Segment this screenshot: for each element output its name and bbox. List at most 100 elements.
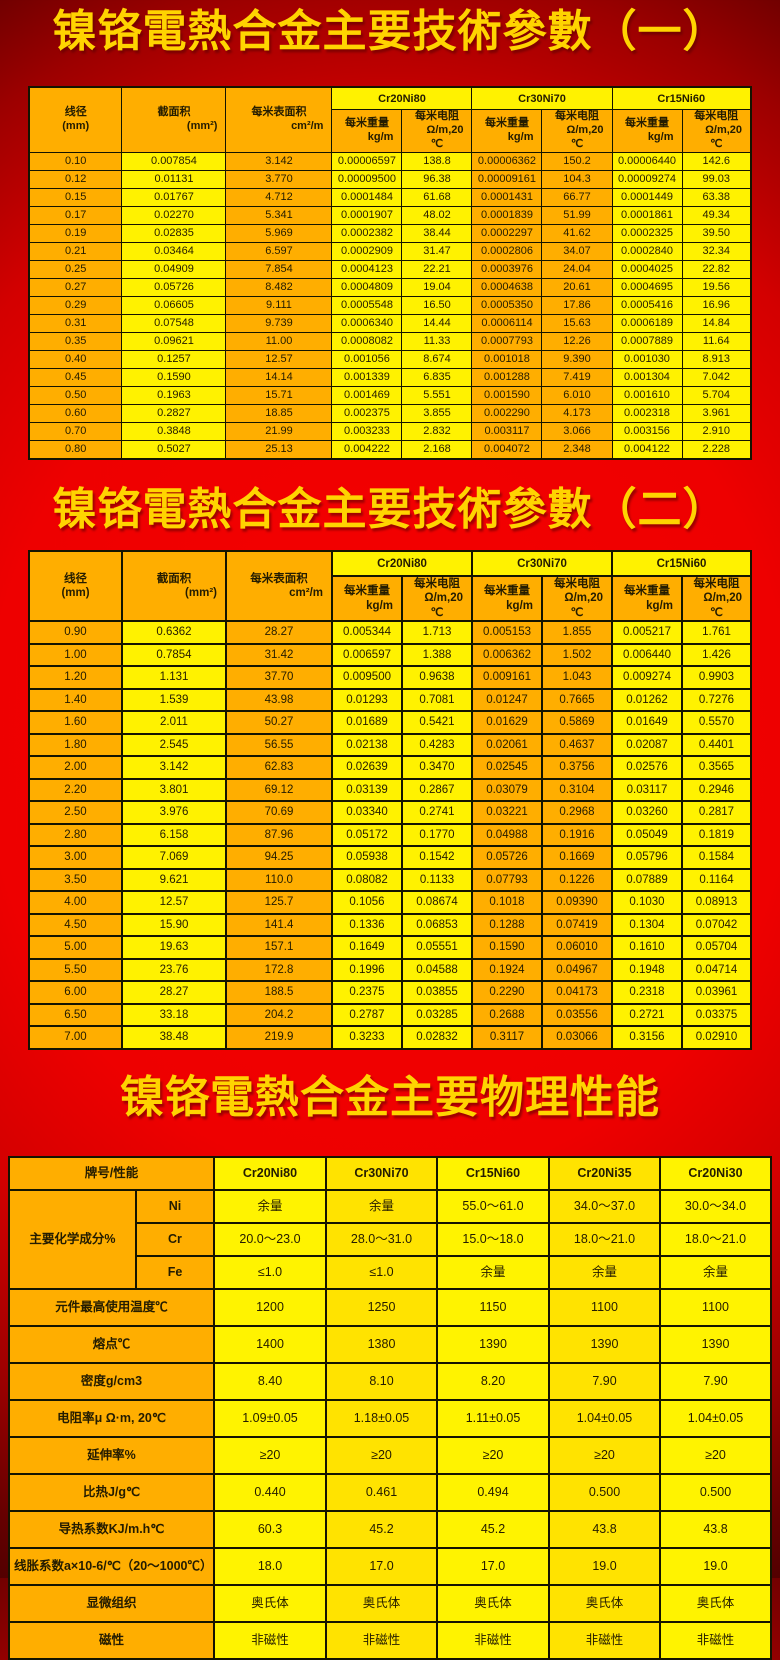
cr30ni70-resistance-cell: 0.1916 xyxy=(541,822,613,848)
cr15ni60-weight-cell: 0.0006189 xyxy=(611,313,683,333)
cr20ni80-weight-cell: 0.0002909 xyxy=(331,241,403,261)
phys-header-row: 牌号/性能 Cr20Ni80 Cr30Ni70 Cr15Ni60 Cr20Ni3… xyxy=(7,1156,772,1192)
diameter-cell: 6.00 xyxy=(28,980,123,1005)
header-weight-label: 每米重量 xyxy=(625,117,669,130)
phys-value-cell: 非磁性 xyxy=(659,1621,772,1660)
surface-cell: 7.854 xyxy=(225,259,333,279)
table-row: 1.00 0.7854 31.42 0.006597 1.388 0.006362 1.50… xyxy=(28,642,752,668)
header-resistance-unit2: ℃ xyxy=(710,137,723,150)
cross-section-cell: 15.90 xyxy=(121,912,227,938)
diameter-cell: 1.80 xyxy=(28,732,123,758)
table-row: 0.15 0.01767 4.712 0.0001484 61.68 0.0001431 6… xyxy=(28,187,752,207)
table-row: 0.27 0.05726 8.482 0.0004809 19.04 0.0004638 2… xyxy=(28,277,752,297)
cr20ni80-resistance-cell: 22.21 xyxy=(401,259,473,279)
phys-value-cell: 1100 xyxy=(659,1288,772,1328)
cr30ni70-weight-cell: 0.02545 xyxy=(471,755,543,780)
diameter-cell: 0.17 xyxy=(28,205,123,225)
header-resistance: 每米电阻 Ω/m,20 ℃ xyxy=(401,575,473,623)
cross-section-cell: 3.801 xyxy=(121,777,227,803)
table-row: 0.40 0.1257 12.57 0.001056 8.674 0.001018 9.39… xyxy=(28,349,752,369)
poster-page: 镍铬電熱合金主要技術參數（一） 线径 (mm) 截面积 (mm²) 每米表面积 cm²… xyxy=(7,6,772,1660)
chem-element-label: Ni xyxy=(134,1189,216,1225)
property-label: 元件最高使用温度℃ xyxy=(7,1288,216,1328)
phys-value-cell: 非磁性 xyxy=(548,1621,661,1660)
cr15ni60-resistance-cell: 2.910 xyxy=(681,421,752,441)
table-row: 0.19 0.02835 5.969 0.0002382 38.44 0.0002297 4… xyxy=(28,223,752,243)
diameter-cell: 0.12 xyxy=(28,169,123,189)
cr15ni60-weight-cell: 0.005217 xyxy=(611,620,683,645)
surface-cell: 9.739 xyxy=(225,313,333,333)
cr30ni70-weight-cell: 0.04988 xyxy=(471,822,543,848)
table-row: 0.70 0.3848 21.99 0.003233 2.832 0.003117 3.06… xyxy=(28,421,752,441)
header-weight: 每米重量 kg/m xyxy=(331,109,403,153)
phys-value-cell: 18.0～21.0 xyxy=(659,1222,772,1258)
phys-value-cell: 60.3 xyxy=(213,1510,327,1550)
phys-value-cell: 0.494 xyxy=(436,1473,550,1513)
cr15ni60-resistance-cell: 11.64 xyxy=(681,331,752,351)
cr20ni80-resistance-cell: 0.05551 xyxy=(401,935,473,960)
phys-value-cell: 43.8 xyxy=(659,1510,772,1550)
cr15ni60-resistance-cell: 0.03961 xyxy=(681,980,752,1005)
cr30ni70-resistance-cell: 0.2968 xyxy=(541,800,613,825)
cr15ni60-weight-cell: 0.002318 xyxy=(611,403,683,423)
cross-section-cell: 0.6362 xyxy=(121,620,227,645)
cross-section-cell: 0.7854 xyxy=(121,642,227,668)
phys-value-cell: 43.8 xyxy=(548,1510,661,1550)
cr15ni60-weight-cell: 0.004122 xyxy=(611,439,683,460)
surface-cell: 125.7 xyxy=(225,890,333,915)
cr20ni80-weight-cell: 0.02639 xyxy=(331,755,403,780)
header-diameter: 线径 (mm) xyxy=(28,550,123,623)
section-title-params-1: 镍铬電熱合金主要技術參數（一） xyxy=(52,6,728,57)
cr15ni60-weight-cell: 0.0002325 xyxy=(611,223,683,243)
diameter-cell: 6.50 xyxy=(28,1002,123,1028)
cr20ni80-weight-cell: 0.0001907 xyxy=(331,205,403,225)
cr30ni70-weight-cell: 0.0005350 xyxy=(471,295,543,315)
cr20ni80-weight-cell: 0.05938 xyxy=(331,845,403,870)
header-diameter-unit: (mm) xyxy=(62,120,90,133)
phys-value-cell: 余量 xyxy=(325,1189,438,1225)
cr20ni80-resistance-cell: 0.04588 xyxy=(401,957,473,983)
phys-value-cell: 45.2 xyxy=(325,1510,438,1550)
cr30ni70-resistance-cell: 0.3104 xyxy=(541,777,613,803)
table-row: 6.00 28.27 188.5 0.2375 0.03855 0.2290 0.04173… xyxy=(28,980,752,1005)
cr20ni80-resistance-cell: 6.835 xyxy=(401,367,473,387)
table-row: 密度g/cm3 8.40 8.10 8.20 7.90 7.90 xyxy=(7,1362,772,1402)
header-weight-unit: kg/m xyxy=(367,131,394,144)
header-surface: 每米表面积 cm²/m xyxy=(225,550,333,623)
diameter-cell: 0.29 xyxy=(28,295,123,315)
cr20ni80-resistance-cell: 2.168 xyxy=(401,439,473,460)
cr15ni60-weight-cell: 0.0001861 xyxy=(611,205,683,225)
phys-value-cell: 非磁性 xyxy=(325,1621,438,1660)
cr30ni70-resistance-cell: 6.010 xyxy=(541,385,613,405)
cross-section-cell: 0.01131 xyxy=(121,169,227,189)
cr30ni70-weight-cell: 0.1924 xyxy=(471,957,543,983)
grade-header-cr20ni35: Cr20Ni35 xyxy=(548,1156,661,1192)
cr30ni70-weight-cell: 0.03221 xyxy=(471,800,543,825)
table-row: 0.90 0.6362 28.27 0.005344 1.713 0.005153 1.85… xyxy=(28,620,752,645)
cr30ni70-weight-cell: 0.00009161 xyxy=(471,169,543,189)
cr15ni60-weight-cell: 0.02576 xyxy=(611,755,683,780)
cr20ni80-weight-cell: 0.001469 xyxy=(331,385,403,405)
phys-value-cell: 18.0～21.0 xyxy=(548,1222,661,1258)
cross-section-cell: 9.621 xyxy=(121,867,227,893)
header-resistance: 每米电阻 Ω/m,20 ℃ xyxy=(401,109,473,153)
cr15ni60-resistance-cell: 39.50 xyxy=(681,223,752,243)
surface-cell: 28.27 xyxy=(225,620,333,645)
header-resistance: 每米电阻 Ω/m,20 ℃ xyxy=(541,109,613,153)
diameter-cell: 5.50 xyxy=(28,957,123,983)
header-resistance-unit2: ℃ xyxy=(430,137,444,150)
cr15ni60-weight-cell: 0.1948 xyxy=(611,957,683,983)
phys-value-cell: ≥20 xyxy=(548,1436,661,1476)
surface-cell: 9.111 xyxy=(225,295,333,315)
cr30ni70-weight-cell: 0.006362 xyxy=(471,642,543,668)
header-resistance-unit: Ω/m,20 xyxy=(703,592,742,605)
cr15ni60-weight-cell: 0.00009274 xyxy=(611,169,683,189)
table-row: 4.50 15.90 141.4 0.1336 0.06853 0.1288 0.07419… xyxy=(28,912,752,938)
cr20ni80-weight-cell: 0.006597 xyxy=(331,642,403,668)
phys-value-cell: 34.0～37.0 xyxy=(548,1189,661,1225)
diameter-cell: 1.00 xyxy=(28,642,123,668)
cr30ni70-resistance-cell: 7.419 xyxy=(541,367,613,387)
header-diameter-label: 线径 xyxy=(64,106,87,119)
cr15ni60-weight-cell: 0.009274 xyxy=(611,665,683,690)
diameter-cell: 2.80 xyxy=(28,822,123,848)
